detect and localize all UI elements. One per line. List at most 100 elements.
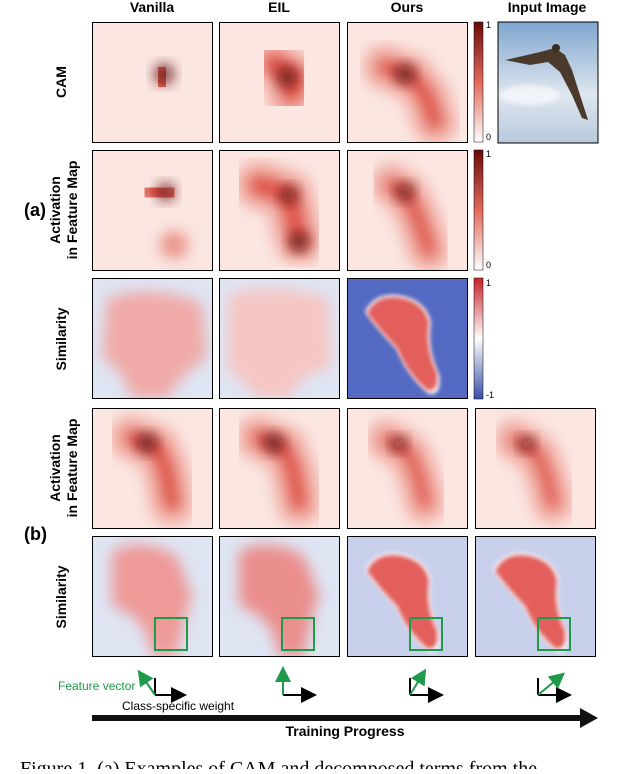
- row-labels: Activation: [47, 176, 63, 244]
- heatmap: [155, 65, 173, 83]
- heatmap: [493, 552, 568, 652]
- colorbars: -1: [486, 390, 494, 400]
- column-headers: EIL: [268, 0, 290, 15]
- training-axis: Training Progress: [285, 723, 404, 739]
- heatmap: [239, 544, 319, 657]
- heatmap: [281, 187, 297, 203]
- heatmap: [347, 536, 468, 657]
- training-axis: [580, 708, 598, 728]
- colorbars: [473, 277, 484, 400]
- row-labels: Activation: [47, 434, 63, 502]
- row-labels: CAM Activation in Feature Map Similarity…: [24, 66, 80, 628]
- input-image: [552, 44, 560, 52]
- heatmap: [219, 278, 340, 399]
- heatmap: [219, 408, 340, 529]
- heatmap: [236, 415, 322, 526]
- heatmap: [102, 291, 207, 399]
- row-labels: in Feature Map: [64, 419, 80, 518]
- colorbars: 1 0 1 0 1 -1: [473, 20, 494, 400]
- heatmap: [370, 163, 451, 271]
- heatmap: [366, 419, 446, 524]
- colorbars: 1: [486, 278, 491, 288]
- heatmap: [248, 38, 320, 118]
- row-labels: Similarity: [53, 307, 69, 370]
- heatmap: [102, 291, 207, 399]
- heatmap: [347, 22, 468, 143]
- heatmap: [92, 408, 213, 529]
- heatmap: [92, 536, 213, 657]
- heatmap: [138, 434, 156, 452]
- heatmap: [367, 555, 438, 649]
- heatmap: [154, 617, 188, 651]
- input-image: [500, 85, 560, 105]
- row-labels: (a): [24, 200, 46, 220]
- row-labels: CAM: [53, 66, 69, 98]
- heatmap: [278, 68, 296, 86]
- heatmap: [409, 617, 443, 651]
- heatmap: [92, 150, 213, 271]
- colorbars: 0: [486, 132, 491, 142]
- column-headers: Vanilla: [130, 0, 175, 15]
- heatmap: [112, 544, 192, 657]
- vector-diagrams: [409, 668, 427, 696]
- heatmap: [537, 617, 571, 651]
- heatmap: [92, 278, 213, 399]
- heatmap: [520, 437, 534, 451]
- row-labels: Similarity: [53, 565, 69, 628]
- vector-diagrams: Feature vector: [58, 679, 135, 693]
- heatmap: [475, 536, 596, 657]
- heatmap: [160, 231, 188, 259]
- heatmap: [365, 294, 440, 394]
- training-axis: [92, 715, 582, 721]
- heatmap: [109, 415, 195, 526]
- colorbars: [473, 149, 484, 271]
- heatmap: [112, 544, 192, 657]
- heatmap: [362, 44, 458, 143]
- input-image: [497, 21, 599, 144]
- heatmap: [219, 150, 340, 271]
- heatmap: [158, 184, 174, 200]
- heatmap: [494, 419, 574, 524]
- heatmap: [219, 22, 340, 143]
- heatmap: [219, 536, 340, 657]
- colorbars: 1: [486, 20, 491, 30]
- heatmaps: [92, 22, 596, 657]
- vector-diagrams: Class-specific weight: [122, 699, 235, 713]
- heatmap: [475, 408, 596, 529]
- row-labels: in Feature Map: [64, 161, 80, 260]
- heatmap: [265, 434, 283, 452]
- heatmap: [367, 297, 438, 391]
- vector-diagrams: [537, 672, 566, 696]
- heatmap: [396, 65, 414, 83]
- heatmap: [397, 184, 413, 200]
- input-image: [505, 48, 588, 120]
- colorbars: 0: [486, 260, 491, 270]
- heatmap: [234, 160, 324, 265]
- row-labels: (b): [24, 524, 47, 544]
- heatmap: [227, 289, 331, 399]
- heatmap: [392, 437, 406, 451]
- vector-diagrams: [137, 666, 572, 703]
- input-image: [497, 21, 599, 144]
- column-headers: Input Image: [508, 0, 587, 15]
- heatmap: [239, 544, 319, 657]
- heatmap: [347, 150, 468, 271]
- caption: Figure 1. (a) Examples of CAM and decomp…: [20, 758, 537, 769]
- vector-diagrams: [137, 669, 156, 696]
- training-axis: Training Progress: [92, 708, 598, 739]
- heatmap: [281, 617, 315, 651]
- heatmap: [495, 555, 566, 649]
- colorbars: [473, 21, 484, 143]
- vector-diagrams: Feature vector Class-specific weight: [58, 666, 572, 713]
- heatmap: [125, 163, 194, 259]
- column-headers: Vanilla EIL Ours Input Image: [130, 0, 587, 15]
- heatmap: [347, 408, 468, 529]
- heatmap: [227, 289, 331, 399]
- heatmap: [347, 278, 468, 399]
- heatmap: [92, 22, 213, 143]
- heatmap: [365, 552, 440, 652]
- heatmap: [290, 233, 308, 251]
- colorbars: 1: [486, 149, 491, 159]
